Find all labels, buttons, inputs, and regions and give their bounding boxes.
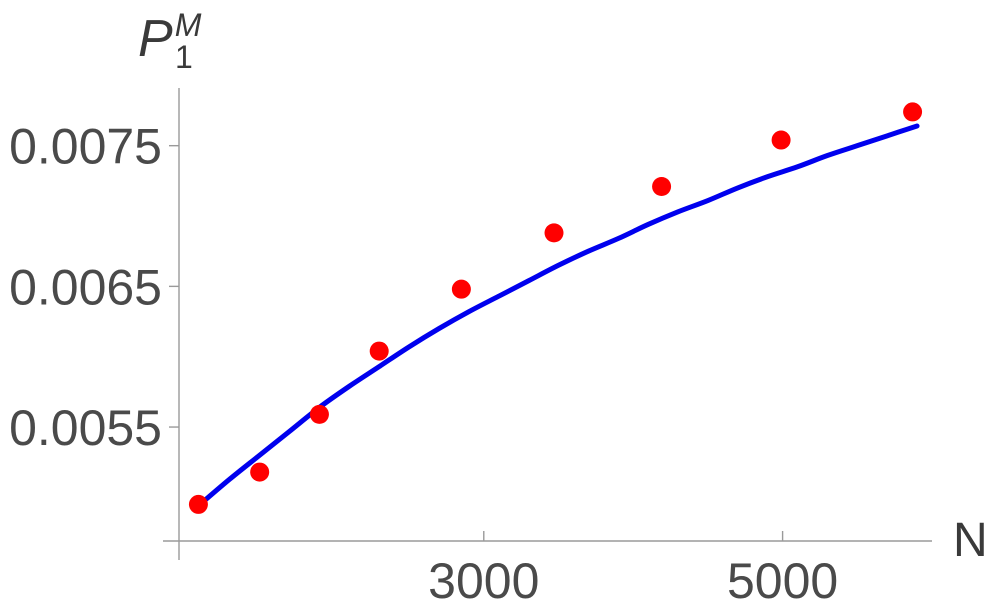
data-point <box>652 176 672 196</box>
data-point <box>544 223 564 243</box>
data-point <box>771 130 791 150</box>
data-point <box>250 462 270 482</box>
data-point <box>369 341 389 361</box>
x-tick-label: 3000 <box>428 553 539 609</box>
x-tick-label: 5000 <box>727 553 838 609</box>
ticks <box>169 144 784 541</box>
fit-curve <box>195 123 920 509</box>
data-point <box>188 494 208 514</box>
y-tick-label: 0.0055 <box>9 400 162 456</box>
y-tick-label: 0.0075 <box>9 119 162 175</box>
axes <box>163 88 932 560</box>
data-point <box>451 279 471 299</box>
y-tick-label: 0.0065 <box>9 259 162 315</box>
y-axis-title-subscript: 1 <box>175 39 193 75</box>
y-axis-title: PM <box>138 7 202 68</box>
data-points <box>188 102 923 514</box>
data-point <box>309 404 329 424</box>
y-axis-title-base: P <box>138 10 173 68</box>
x-axis-title: N <box>953 514 988 567</box>
y-axis-title-superscript: M <box>175 7 202 43</box>
tick-labels: 0.0055 0.0065 0.0075 3000 5000 <box>9 119 838 609</box>
data-point <box>903 102 923 122</box>
